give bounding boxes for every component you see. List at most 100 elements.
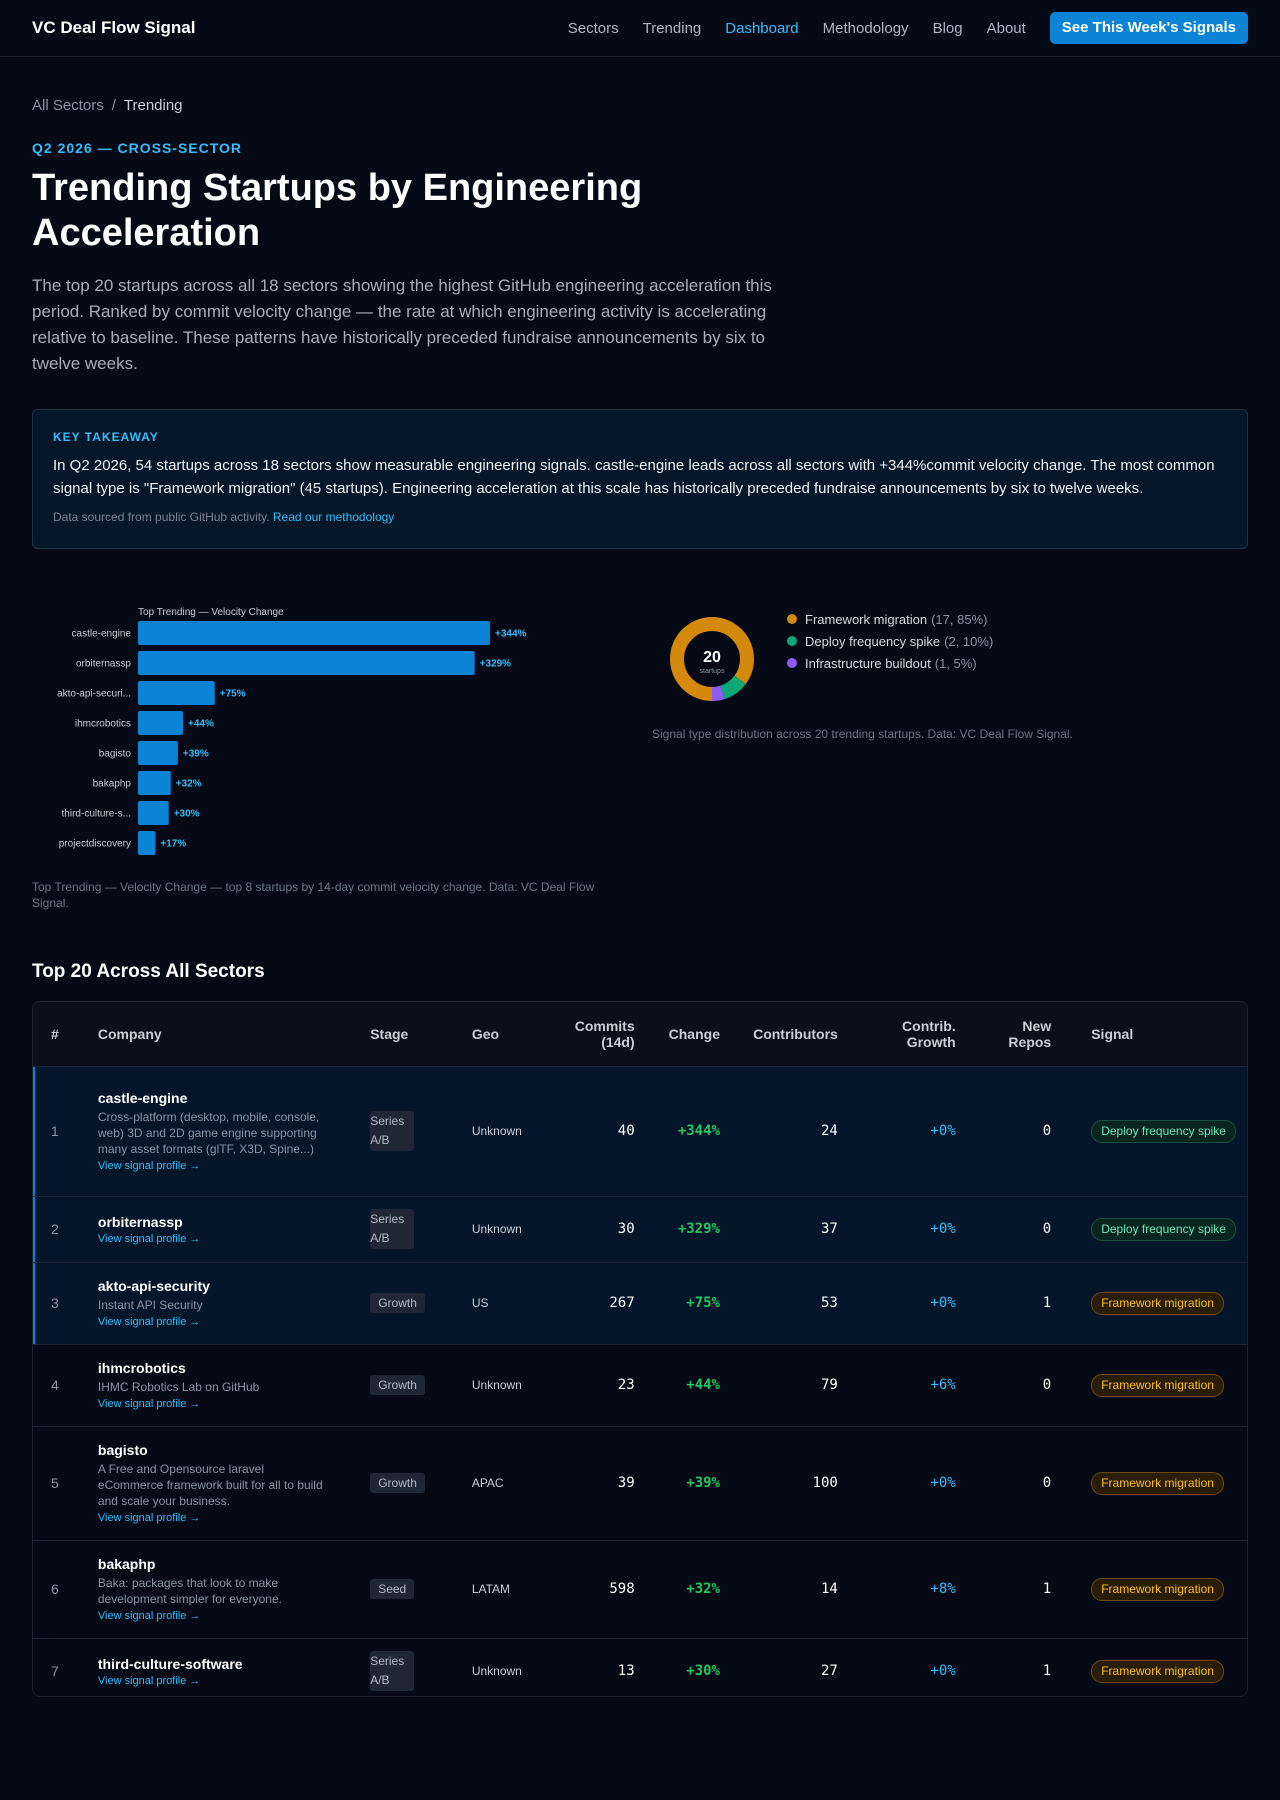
signal-badge: Framework migration: [1091, 1373, 1224, 1397]
brand-logo[interactable]: VC Deal Flow Signal: [32, 18, 196, 37]
stage-line1: Series: [370, 1211, 413, 1227]
charts-row: Top Trending — Velocity Change castle-eng…: [32, 549, 1248, 929]
col-repos-line2: Repos: [1008, 1033, 1052, 1050]
table-row[interactable]: 4 ihmcrobotics IHMC Robotics Lab on GitHub…: [33, 1344, 1247, 1427]
rank-cell: 3: [33, 1262, 90, 1345]
stage-cell: Seed: [362, 1540, 464, 1639]
geo-cell: Unknown: [463, 1344, 546, 1427]
table-row[interactable]: 5 bagisto A Free and Opensource laravel eC…: [33, 1426, 1247, 1541]
velocity-bar[interactable]: [138, 681, 215, 705]
bar-category-label: projectdiscovery: [59, 839, 131, 850]
stage-cell: Series A/B: [362, 1196, 464, 1263]
signal-profile-link[interactable]: View signal profile →: [97, 1512, 201, 1524]
legend-dot: [787, 636, 797, 646]
company-name[interactable]: bagisto: [97, 1442, 148, 1458]
signal-cell: Framework migration: [1059, 1540, 1247, 1639]
commits-cell: 40: [545, 1066, 643, 1197]
col-commits-line2: (14d): [601, 1033, 635, 1050]
nav-link-dashboard[interactable]: Dashboard: [725, 19, 799, 37]
nav-link-sectors[interactable]: Sectors: [567, 19, 619, 37]
table-row[interactable]: 1 castle-engine Cross-platform (desktop, m…: [33, 1066, 1247, 1197]
velocity-bar[interactable]: [138, 621, 490, 645]
bar-category-label: akto-api-securi...: [57, 689, 131, 700]
company-name[interactable]: third-culture-software: [97, 1655, 243, 1672]
legend-dot: [787, 614, 797, 624]
col-new-repos[interactable]: New Repos: [963, 1002, 1060, 1067]
change-cell: +329%: [642, 1196, 728, 1263]
velocity-bar[interactable]: [138, 711, 184, 735]
signals-cta-button[interactable]: See This Week's Signals: [1049, 12, 1248, 44]
stage-cell: Growth: [362, 1426, 464, 1541]
commits-cell: 598: [545, 1540, 643, 1639]
company-cell: castle-engine Cross-platform (desktop, mo…: [89, 1066, 363, 1197]
company-cell: ihmcrobotics IHMC Robotics Lab on GitHub V…: [89, 1344, 363, 1427]
col-contributors[interactable]: Contributors: [727, 1002, 846, 1067]
new-repos-cell: 1: [963, 1540, 1060, 1639]
nav-link-methodology[interactable]: Methodology: [822, 19, 909, 37]
col-signal[interactable]: Signal: [1059, 1002, 1247, 1067]
velocity-bar[interactable]: [138, 771, 171, 795]
company-name[interactable]: ihmcrobotics: [97, 1360, 186, 1376]
legend-label: Infrastructure buildout: [805, 655, 931, 671]
col-rank[interactable]: #: [33, 1002, 90, 1067]
signal-profile-link[interactable]: View signal profile →: [97, 1674, 201, 1687]
breadcrumb-all-sectors[interactable]: All Sectors: [32, 97, 104, 114]
table-row[interactable]: 7 third-culture-software View signal profi…: [33, 1638, 1247, 1696]
velocity-bar[interactable]: [138, 741, 178, 765]
col-company[interactable]: Company: [89, 1002, 363, 1067]
signal-profile-link[interactable]: View signal profile →: [97, 1610, 201, 1622]
change-cell: +30%: [642, 1638, 728, 1696]
company-name[interactable]: castle-engine: [97, 1090, 188, 1106]
donut-slice[interactable]: [670, 617, 754, 701]
methodology-link[interactable]: Read our methodology: [272, 510, 395, 524]
legend-item-infrastructure: Infrastructure buildout (1, 5%): [787, 652, 993, 674]
nav-link-trending[interactable]: Trending: [642, 19, 702, 37]
breadcrumb: All Sectors / Trending: [32, 97, 1248, 114]
bar-value-label: +17%: [160, 839, 186, 850]
nav-link-blog[interactable]: Blog: [932, 19, 963, 37]
rank-cell: 7: [33, 1638, 90, 1696]
change-cell: +32%: [642, 1540, 728, 1639]
top-navigation: VC Deal Flow Signal Sectors Trending Das…: [0, 0, 1280, 57]
new-repos-cell: 0: [963, 1426, 1060, 1541]
takeaway-label: KEY TAKEAWAY: [53, 430, 159, 444]
change-cell: +39%: [642, 1426, 728, 1541]
signal-badge: Deploy frequency spike: [1091, 1119, 1236, 1143]
velocity-bar[interactable]: [138, 831, 156, 855]
rank-cell: 1: [33, 1066, 90, 1197]
rank-cell: 5: [33, 1426, 90, 1541]
col-commits[interactable]: Commits (14d): [545, 1002, 643, 1067]
nav-link-about[interactable]: About: [986, 19, 1026, 37]
table-row[interactable]: 2 orbiternassp View signal profile → Series…: [33, 1196, 1247, 1263]
table-row[interactable]: 3 akto-api-security Instant API Security Vi…: [33, 1262, 1247, 1345]
table-row[interactable]: 6 bakaphp Baka: packages that look to make…: [33, 1540, 1247, 1639]
stage-cell: Series A/B: [362, 1066, 464, 1197]
section-eyebrow: Q2 2026 — CROSS-SECTOR: [32, 140, 243, 156]
company-name[interactable]: orbiternassp: [97, 1213, 183, 1230]
company-name[interactable]: bakaphp: [97, 1556, 156, 1572]
col-stage[interactable]: Stage: [362, 1002, 464, 1067]
signal-cell: Deploy frequency spike: [1059, 1196, 1247, 1263]
signal-profile-link[interactable]: View signal profile →: [97, 1398, 201, 1410]
company-description: A Free and Opensource laravel eCommerce …: [97, 1462, 323, 1508]
col-change[interactable]: Change: [642, 1002, 728, 1067]
bar-value-label: +344%: [495, 629, 527, 640]
signal-profile-link[interactable]: View signal profile →: [97, 1232, 201, 1245]
stage-badge: Series A/B: [370, 1651, 415, 1691]
donut-legend: Framework migration (17, 85%) Deploy fre…: [787, 608, 993, 674]
rank-cell: 2: [33, 1196, 90, 1263]
velocity-bar[interactable]: [138, 651, 475, 675]
change-cell: +44%: [642, 1344, 728, 1427]
col-geo[interactable]: Geo: [463, 1002, 546, 1067]
signal-profile-link[interactable]: View signal profile →: [97, 1160, 201, 1172]
stage-line2: A/B: [370, 1672, 398, 1688]
company-name[interactable]: akto-api-security: [97, 1278, 210, 1294]
commits-cell: 13: [545, 1638, 643, 1696]
bar-value-label: +329%: [480, 659, 512, 670]
stage-badge: Growth: [370, 1375, 425, 1395]
col-contrib-growth[interactable]: Contrib. Growth: [845, 1002, 964, 1067]
company-description: Cross-platform (desktop, mobile, console…: [97, 1110, 320, 1156]
velocity-bar[interactable]: [138, 801, 169, 825]
signal-profile-link[interactable]: View signal profile →: [97, 1316, 201, 1328]
signal-badge: Framework migration: [1091, 1291, 1224, 1315]
